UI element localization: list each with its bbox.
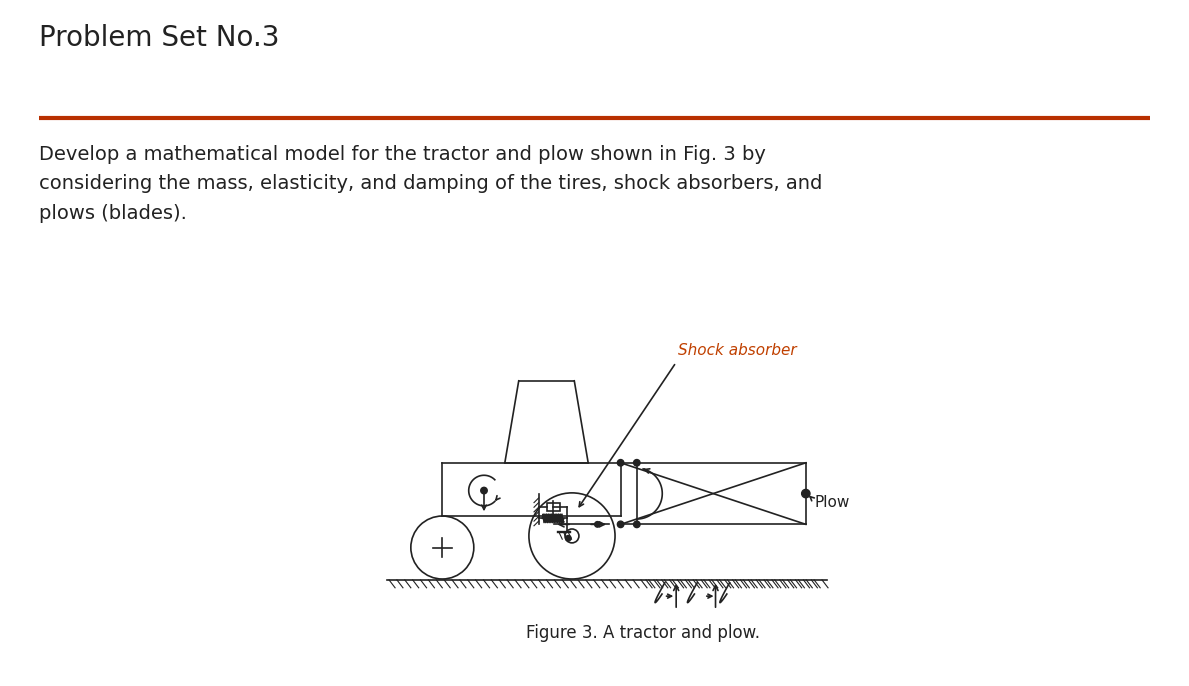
Circle shape — [634, 521, 640, 528]
Bar — [547, 503, 560, 511]
Circle shape — [480, 487, 487, 494]
Text: Shock absorber: Shock absorber — [679, 343, 797, 358]
Text: Develop a mathematical model for the tractor and plow shown in Fig. 3 by
conside: Develop a mathematical model for the tra… — [39, 145, 823, 223]
Text: Plow: Plow — [814, 495, 849, 510]
Circle shape — [594, 521, 600, 527]
Circle shape — [801, 489, 810, 498]
Text: Figure 3. A tractor and plow.: Figure 3. A tractor and plow. — [526, 624, 760, 641]
Circle shape — [634, 460, 640, 466]
Circle shape — [617, 460, 624, 466]
Text: Problem Set No.3: Problem Set No.3 — [39, 24, 279, 52]
Circle shape — [617, 521, 624, 528]
Circle shape — [566, 536, 571, 541]
